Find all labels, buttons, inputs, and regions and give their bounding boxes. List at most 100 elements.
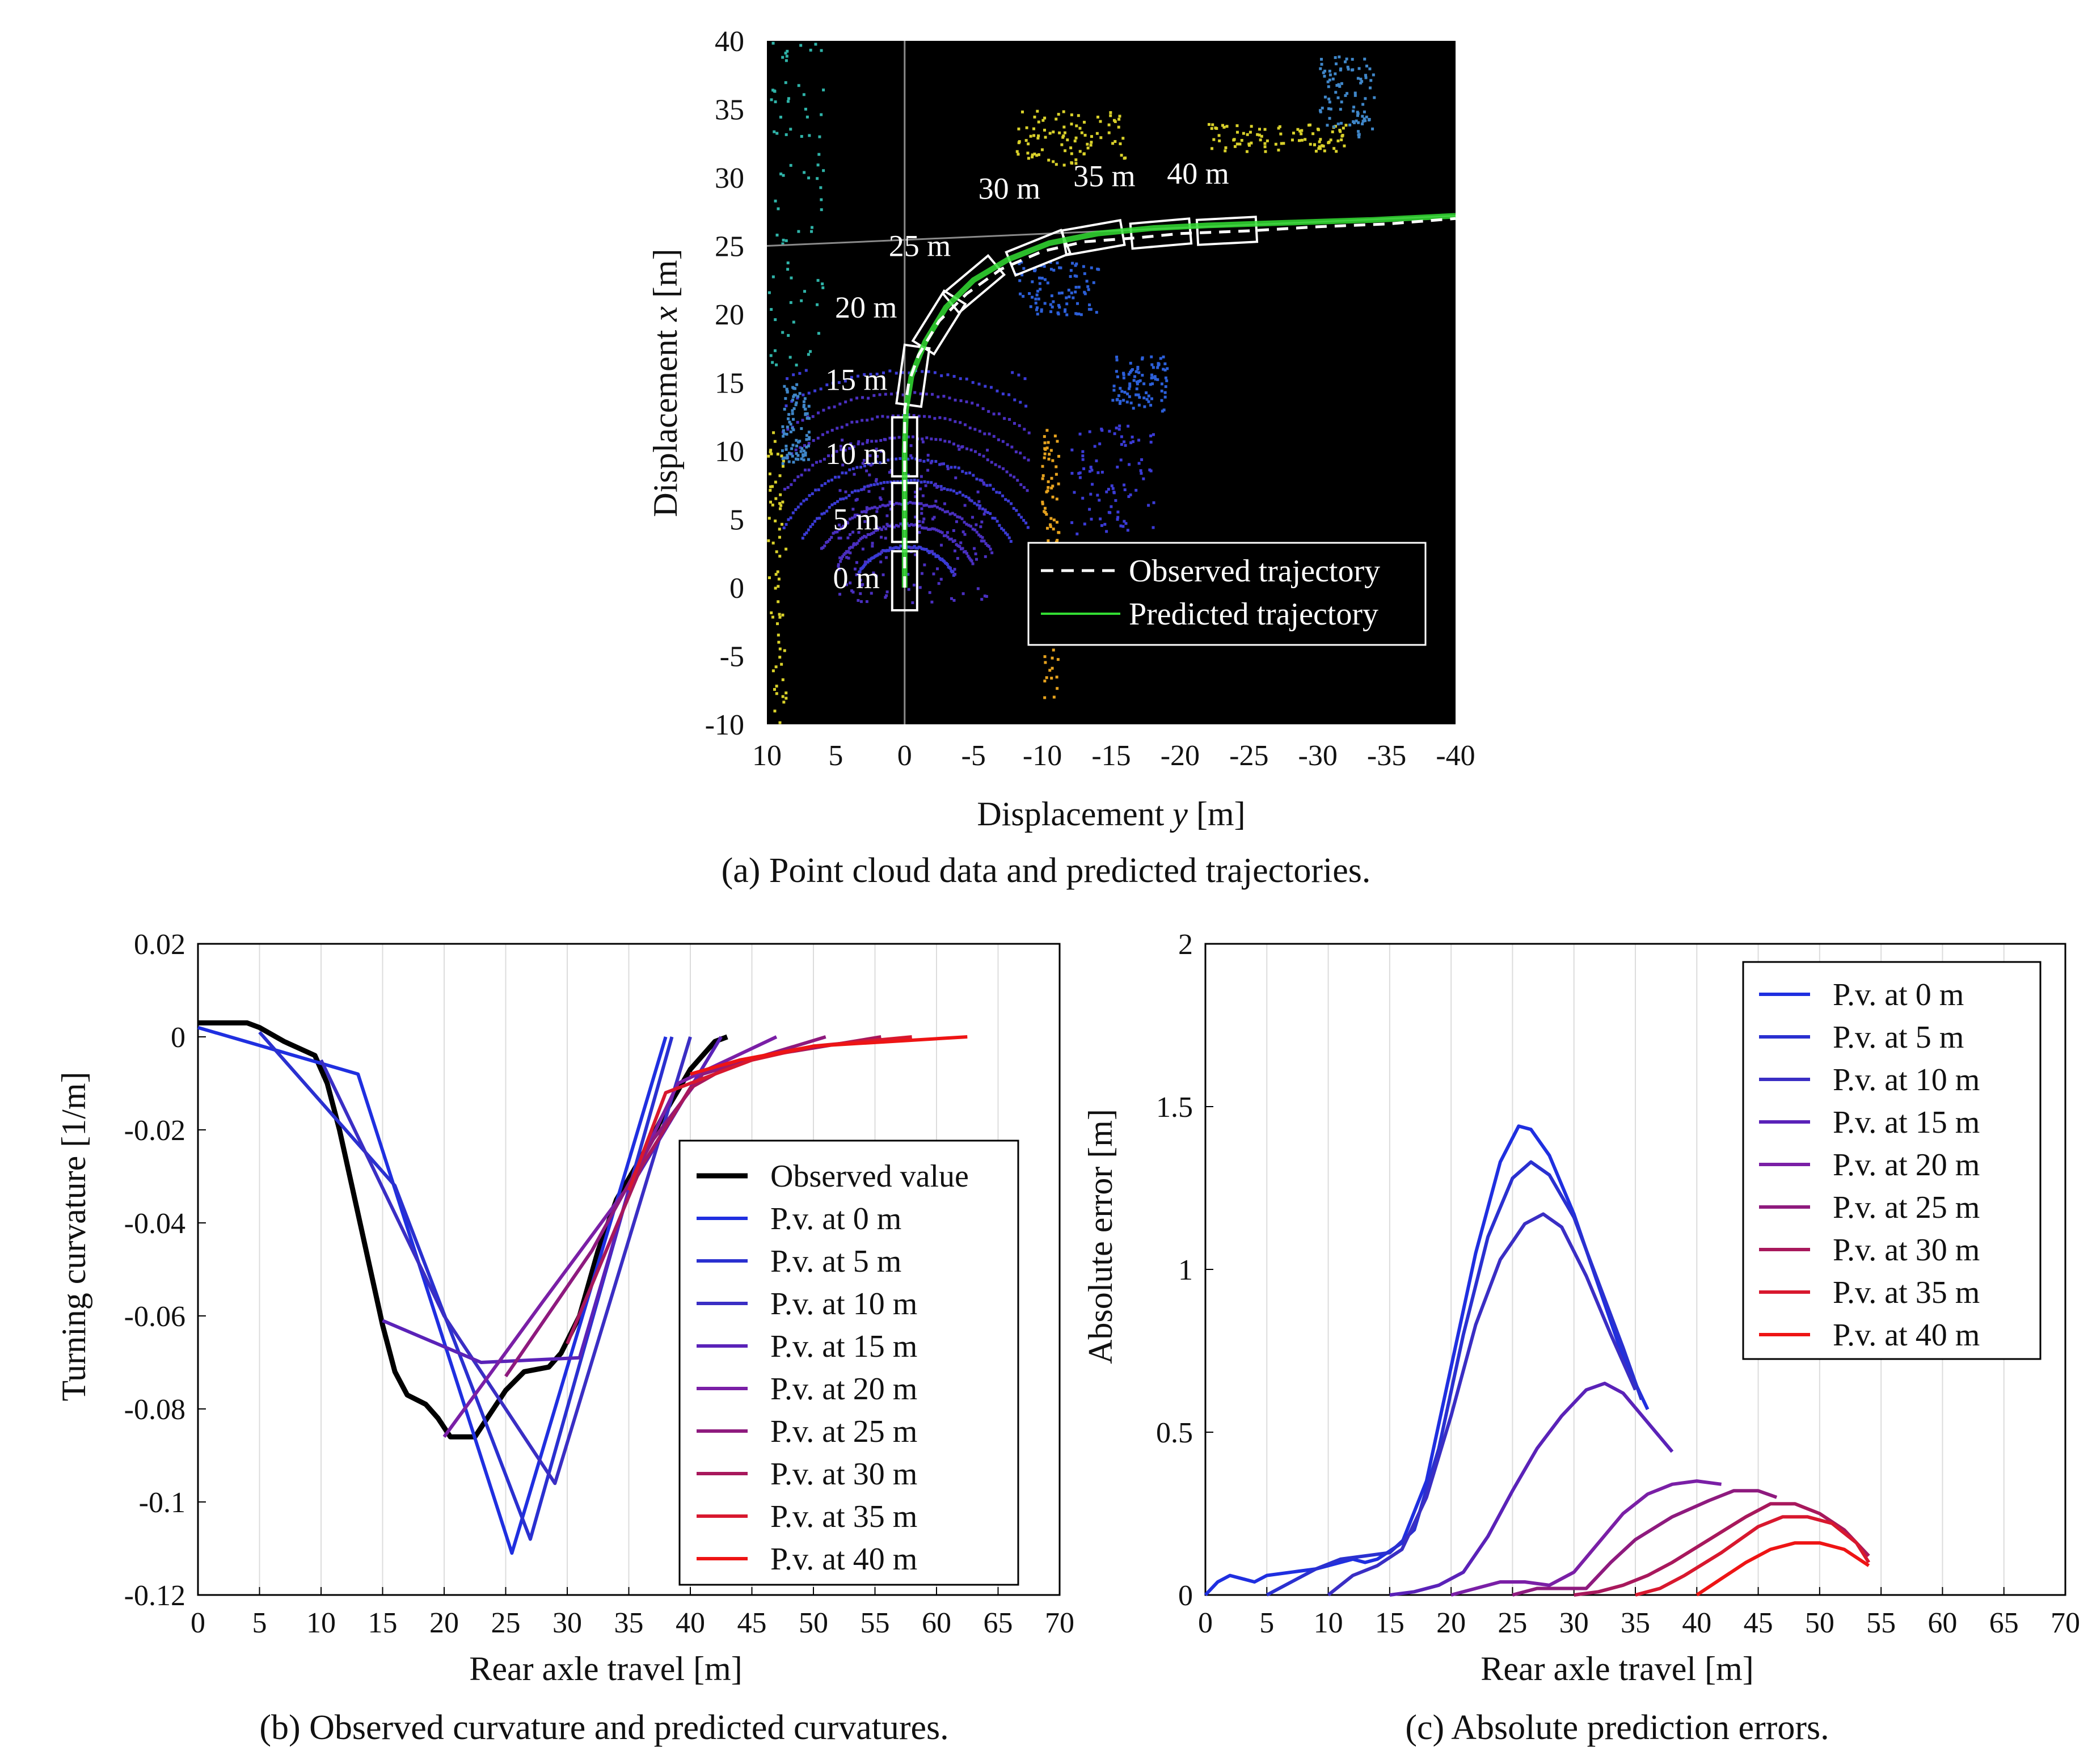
point-cloud-dot [934,555,938,558]
point-cloud-dot [939,530,942,533]
point-cloud-dot [840,526,843,530]
point-cloud-dot [1043,456,1046,459]
point-cloud-dot [984,508,987,512]
point-cloud-dot [1043,655,1047,659]
point-cloud-dot [1060,291,1064,294]
point-cloud-dot [1147,394,1150,398]
x-tick-label: -40 [1436,740,1475,772]
point-cloud-dot [887,458,890,462]
point-cloud-dot [863,373,866,376]
point-cloud-dot [923,548,927,551]
point-cloud-dot [906,573,910,576]
point-cloud-dot [1334,56,1337,60]
point-cloud-dot [1041,502,1044,505]
point-cloud-dot [1093,445,1096,448]
point-cloud-dot [992,412,996,416]
point-cloud-dot [802,499,805,503]
point-cloud-dot [850,491,854,494]
point-cloud-dot [1207,123,1211,126]
point-cloud-dot [1007,393,1011,396]
x-tick-label: 55 [861,1607,890,1639]
point-cloud-dot [959,399,963,402]
point-cloud-dot [789,516,792,520]
point-cloud-dot [863,534,866,538]
point-cloud-dot [1051,495,1055,499]
point-cloud-dot [885,548,889,552]
y-tick-label: -0.12 [124,1580,185,1612]
point-cloud-dot [1063,131,1066,134]
point-cloud-dot [861,442,864,446]
point-cloud-dot [927,527,930,531]
point-cloud-dot [1043,696,1047,699]
point-cloud-dot [916,479,920,482]
point-cloud-dot [986,511,989,514]
point-cloud-dot [1035,154,1039,157]
point-cloud-dot [792,320,795,324]
point-cloud-dot [1041,477,1044,480]
point-cloud-dot [807,444,810,448]
x-tick-label: -30 [1298,740,1338,772]
point-cloud-dot [901,393,905,396]
point-cloud-dot [997,412,1001,416]
point-cloud-dot [791,427,794,430]
point-cloud-dot [1149,403,1153,407]
point-cloud-dot [919,487,922,491]
point-cloud-dot [796,395,800,398]
point-cloud-dot [891,547,895,550]
point-cloud-dot [1336,123,1340,126]
point-cloud-dot [1149,383,1152,386]
point-cloud-dot [816,163,820,167]
legend-label: P.v. at 25 m [770,1414,917,1449]
point-cloud-dot [921,520,925,524]
point-cloud-dot [1100,524,1103,527]
point-cloud-dot [1035,293,1039,297]
point-cloud-dot [786,486,790,489]
point-cloud-dot [1359,77,1363,81]
point-cloud-dot [870,592,873,595]
point-cloud-dot [981,407,985,411]
point-cloud-dot [1292,132,1295,135]
point-cloud-dot [816,278,820,282]
point-cloud-dot [1314,150,1318,153]
point-cloud-dot [1055,163,1058,166]
point-cloud-dot [859,600,863,604]
point-cloud-dot [965,377,968,381]
point-cloud-dot [813,520,817,523]
distance-label: 10 m [825,437,888,471]
distance-label: 0 m [833,561,880,595]
point-cloud-dot [1071,261,1074,265]
point-cloud-dot [923,480,926,483]
point-cloud-dot [895,372,898,375]
point-cloud-dot [1043,441,1047,445]
point-cloud-dot [1024,139,1028,142]
point-cloud-dot [838,402,842,406]
point-cloud-dot [1052,695,1056,699]
point-cloud-dot [794,403,798,407]
point-cloud-dot [992,488,995,491]
point-cloud-dot [807,417,811,420]
point-cloud-dot [996,389,999,393]
point-cloud-dot [1004,531,1007,535]
point-cloud-dot [1137,462,1141,465]
point-cloud-dot [803,397,807,400]
point-cloud-dot [926,480,930,484]
point-cloud-dot [1328,100,1331,104]
point-cloud-dot [1061,136,1065,139]
point-cloud-dot [1026,151,1030,155]
point-cloud-dot [1338,85,1342,88]
point-cloud-dot [1278,125,1281,128]
x-tick-label: 15 [368,1607,398,1639]
point-cloud-dot [1329,107,1332,111]
point-cloud-dot [954,513,957,517]
point-cloud-dot [781,695,784,698]
point-cloud-dot [788,356,792,359]
point-cloud-dot [1028,292,1031,296]
distance-label: 5 m [833,503,880,537]
point-cloud-dot [879,482,883,485]
point-cloud-dot [1338,129,1342,132]
point-cloud-dot [853,515,857,518]
point-cloud-dot [1001,393,1005,396]
point-cloud-dot [965,400,968,403]
point-cloud-dot [1154,377,1157,381]
point-cloud-dot [1121,525,1125,528]
